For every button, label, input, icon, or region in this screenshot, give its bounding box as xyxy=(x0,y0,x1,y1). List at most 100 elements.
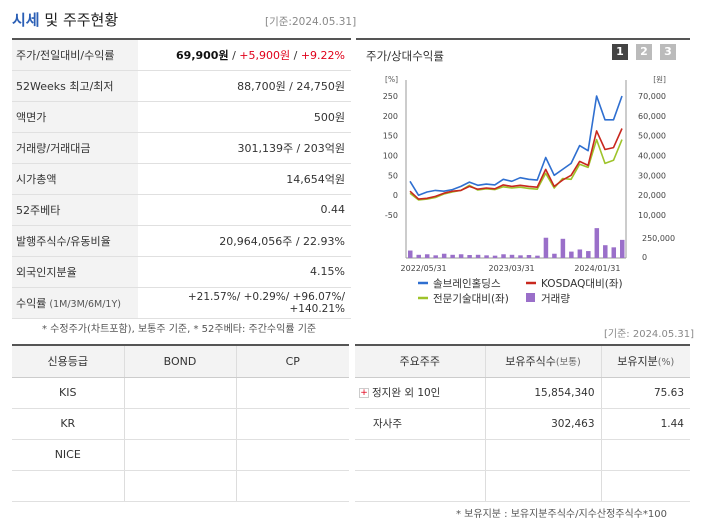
bond-rating xyxy=(123,439,236,471)
right-tick-label: 40,000 xyxy=(638,152,666,161)
volume-bar xyxy=(603,245,608,258)
row-value: 301,139주 / 203억원 xyxy=(138,132,351,164)
table-row: 액면가 500원 xyxy=(12,101,351,133)
right-tick-label: 10,000 xyxy=(638,211,666,220)
volume-bar xyxy=(552,253,557,258)
chart-page-3-button[interactable]: 3 xyxy=(660,44,676,60)
row-value: +21.57%/ +0.29%/ +96.07%/ +140.21% xyxy=(138,287,351,319)
credit-rating-table: 신용등급 BOND CP KIS KR NICE xyxy=(12,344,349,502)
volume-tick-label: 250,000 xyxy=(642,234,675,243)
holder-pct xyxy=(600,439,690,471)
row-value: 69,900원 / +5,900원 / +9.22% xyxy=(138,39,351,71)
table-row: NICE xyxy=(12,439,349,471)
left-tick-label: -50 xyxy=(385,211,398,220)
column-header: BOND xyxy=(123,345,236,378)
row-label: 액면가 xyxy=(12,101,138,133)
volume-bar xyxy=(450,254,455,258)
cp-rating xyxy=(235,439,349,471)
agency-name xyxy=(12,470,124,502)
volume-bar xyxy=(620,239,625,258)
bond-rating xyxy=(123,377,236,409)
legend-label: 거래량 xyxy=(541,293,570,305)
volume-bar xyxy=(594,228,600,258)
table-row: 52주베타 0.44 xyxy=(12,194,351,226)
holder-name xyxy=(355,470,485,502)
x-tick-label: 2024/01/31 xyxy=(574,264,620,273)
table-row: 수익률 (1M/3M/6M/1Y) +21.57%/ +0.29%/ +96.0… xyxy=(12,287,351,319)
left-tick-label: 50 xyxy=(388,171,398,180)
volume-bar xyxy=(492,255,498,258)
volume-bar xyxy=(475,254,481,258)
volume-bar xyxy=(611,247,617,258)
legend-label: 솔브레인홀딩스 xyxy=(433,277,501,290)
table-row: 52Weeks 최고/최저 88,700원 / 24,750원 xyxy=(12,70,351,102)
row-value: 4.15% xyxy=(138,256,351,288)
cp-rating xyxy=(235,377,349,409)
left-axis-unit: [%] xyxy=(385,75,398,84)
table-row xyxy=(355,439,690,471)
right-axis-unit: [원] xyxy=(653,75,666,84)
quote-footnote: * 수정주가(차트포함), 보통주 기준, * 52주베타: 주간수익률 기준 xyxy=(42,324,317,335)
volume-bar xyxy=(543,237,549,258)
volume-bar xyxy=(424,254,430,258)
table-row: + 정지완 외 10인 15,854,340 75.63 xyxy=(355,377,690,409)
column-header: 보유지분(%) xyxy=(600,345,690,378)
legend-label: KOSDAQ대비(좌) xyxy=(541,278,623,290)
x-tick-label: 2023/03/31 xyxy=(489,264,535,273)
row-label: 주가/전일대비/수익률 xyxy=(12,39,138,71)
column-header: 보유주식수(보통) xyxy=(484,345,601,378)
holder-pct: 75.63 xyxy=(600,377,690,409)
series-line xyxy=(409,128,623,200)
table-row: 외국인지분율 4.15% xyxy=(12,256,351,288)
volume-bar xyxy=(484,255,489,258)
row-label: 발행주식수/유동비율 xyxy=(12,225,138,257)
row-label: 시가총액 xyxy=(12,163,138,195)
quote-table: 주가/전일대비/수익률 69,900원 / +5,900원 / +9.22% 5… xyxy=(12,38,351,319)
chart-page-1-button[interactable]: 1 xyxy=(612,44,628,60)
column-header: 신용등급 xyxy=(12,345,124,378)
major-shareholders-table: 주요주주 보유주식수(보통) 보유지분(%) + 정지완 외 10인 15,854… xyxy=(355,344,690,502)
table-row: 거래량/거래대금 301,139주 / 203억원 xyxy=(12,132,351,164)
base-date: [기준:2024.05.31] xyxy=(265,16,357,28)
expand-plus-icon[interactable]: + xyxy=(359,388,369,398)
right-tick-label: 50,000 xyxy=(638,132,666,141)
row-label: 거래량/거래대금 xyxy=(12,132,138,164)
table-row xyxy=(12,470,349,502)
holder-name: 자사주 xyxy=(355,408,485,440)
left-tick-label: 150 xyxy=(383,132,398,141)
column-header: 주요주주 xyxy=(355,345,485,378)
table-row: KR xyxy=(12,408,349,440)
legend-swatch xyxy=(526,293,535,302)
legend-label: 전문기술대비(좌) xyxy=(433,293,509,305)
row-label: 수익률 (1M/3M/6M/1Y) xyxy=(12,287,138,319)
right-tick-label: 70,000 xyxy=(638,92,666,101)
holder-shares: 15,854,340 xyxy=(484,377,601,409)
cp-rating xyxy=(235,470,349,502)
column-header: CP xyxy=(235,345,349,378)
chart-page-2-button[interactable]: 2 xyxy=(636,44,652,60)
volume-bar xyxy=(458,254,464,258)
page-title: 시세 및 주주현황 xyxy=(12,11,119,29)
x-tick-label: 2022/05/31 xyxy=(401,264,447,273)
row-label: 52주베타 xyxy=(12,194,138,226)
volume-bar xyxy=(535,255,540,258)
bond-rating xyxy=(123,470,236,502)
holder-shares xyxy=(484,470,601,502)
volume-bar xyxy=(441,253,447,258)
right-tick-label: 60,000 xyxy=(638,112,666,121)
price-return-chart: [%] [원] 250 200 150 100 50 0 -50 70,000 60,000 50,0… xyxy=(383,75,675,305)
table-row xyxy=(355,470,690,502)
right-tick-label: 30,000 xyxy=(638,171,666,180)
table-row: 시가총액 14,654억원 xyxy=(12,163,351,195)
agency-name: KR xyxy=(12,408,124,440)
row-label: 외국인지분율 xyxy=(12,256,138,288)
cp-rating xyxy=(235,408,349,440)
holder-pct: 1.44 xyxy=(600,408,690,440)
holders-footnote: * 보유지분 : 보유지분주식수/지수산정주식수*100 xyxy=(456,509,667,520)
table-row: 주가/전일대비/수익률 69,900원 / +5,900원 / +9.22% xyxy=(12,39,351,71)
volume-bar xyxy=(577,249,583,258)
volume-bar xyxy=(518,255,523,258)
credit-base-date: [기준: 2024.05.31] xyxy=(604,329,695,340)
volume-bar xyxy=(408,250,413,258)
holder-name: + 정지완 외 10인 xyxy=(355,377,485,409)
